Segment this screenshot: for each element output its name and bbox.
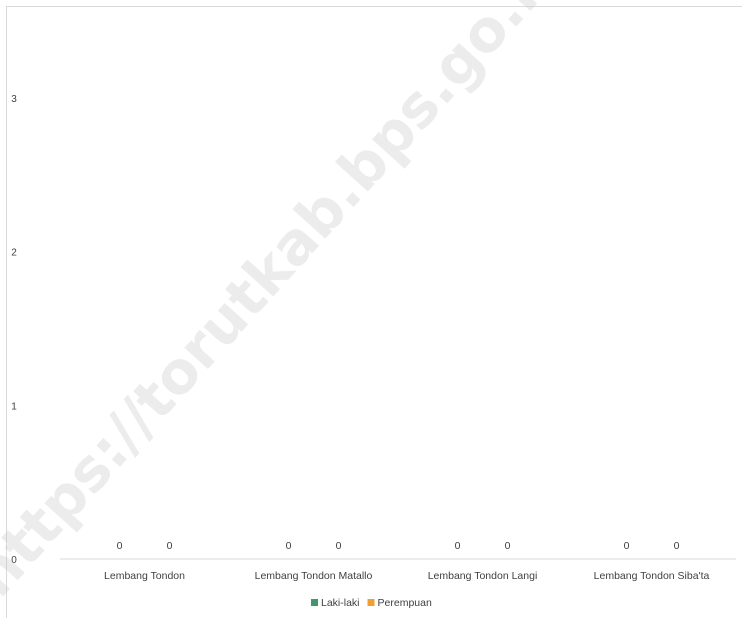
data-labels: 0 0 0 0 0 0 0 0 (117, 540, 680, 552)
y-tick-label: 3 (11, 94, 17, 105)
data-label: 0 (674, 540, 680, 552)
x-category-label: Lembang Tondon Matallo (255, 570, 373, 582)
x-axis-categories: Lembang Tondon Lembang Tondon Matallo Lemb… (104, 570, 709, 582)
data-label: 0 (455, 540, 461, 552)
x-category-label: Lembang Tondon (104, 570, 185, 582)
data-label: 0 (286, 540, 292, 552)
y-tick-label: 1 (11, 401, 17, 412)
x-category-label: Lembang Tondon Siba'ta (594, 570, 710, 582)
legend-swatch (311, 599, 318, 606)
data-label: 0 (336, 540, 342, 552)
data-label: 0 (505, 540, 511, 552)
data-label: 0 (624, 540, 630, 552)
legend-label: Laki-laki (321, 597, 360, 609)
data-label: 0 (167, 540, 173, 552)
data-label: 0 (117, 540, 123, 552)
legend-swatch (368, 599, 375, 606)
legend-label: Perempuan (378, 597, 432, 609)
y-tick-label: 2 (11, 248, 17, 259)
watermark: https://torutkab.bps.go.id (0, 0, 579, 609)
x-category-label: Lembang Tondon Langi (428, 570, 538, 582)
legend: Laki-laki Perempuan (311, 597, 432, 609)
